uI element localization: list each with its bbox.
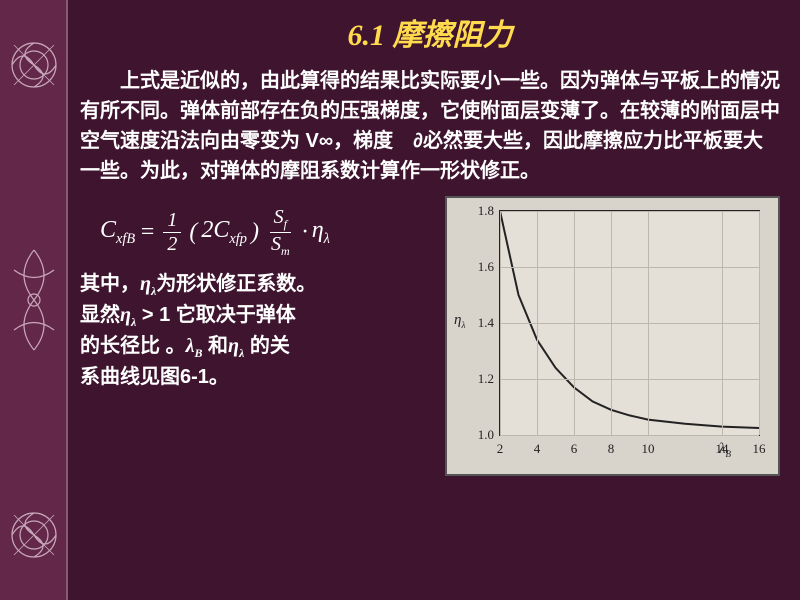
decorative-border xyxy=(0,0,68,600)
slide-title: 6.1 摩擦阻力 xyxy=(80,10,780,54)
slide-content: 6.1 摩擦阻力 上式是近似的，由此算得的结果比实际要小一些。因为弹体与平板上的… xyxy=(80,0,790,600)
figure-6-1: ηλ λB 1.01.21.41.61.82468101416 xyxy=(445,196,780,476)
ornament-svg xyxy=(0,0,68,600)
body-paragraph: 上式是近似的，由此算得的结果比实际要小一些。因为弹体与平板上的情况有所不同。弹体… xyxy=(80,66,780,186)
chart-plot-area: ηλ λB 1.01.21.41.61.82468101416 xyxy=(499,210,760,436)
equation: CxfB = 12 ( 2Cxfp ) Sf Sm · ηλ xyxy=(100,206,435,259)
caption-text: 其中，ηλ为形状修正系数。 显然ηλ > 1 它取决于弹体 的长径比 。λB 和… xyxy=(80,269,435,392)
